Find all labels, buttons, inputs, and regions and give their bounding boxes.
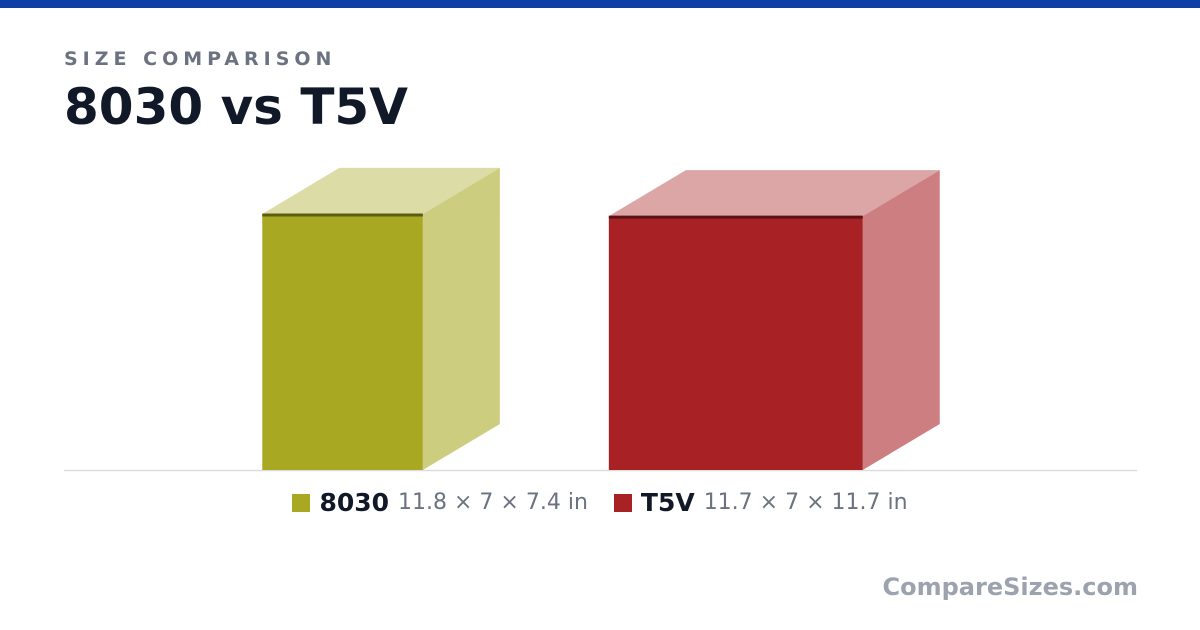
legend-name: T5V: [640, 488, 695, 517]
legend-item: 8030 11.8 × 7 × 7.4 in: [292, 488, 588, 517]
box-front: [608, 216, 863, 470]
legend-swatch: [292, 493, 311, 512]
box-top: [608, 170, 940, 217]
legend-dimensions: 11.8 × 7 × 7.4 in: [398, 490, 588, 515]
legend: 8030 11.8 × 7 × 7.4 in T5V 11.7 × 7 × 11.7 …: [0, 488, 1200, 517]
box-side: [862, 170, 940, 471]
legend-swatch: [613, 493, 632, 512]
legend-name: 8030: [319, 488, 390, 517]
legend-item: T5V 11.7 × 7 × 11.7 in: [613, 488, 908, 517]
source: CompareSizes.com: [882, 573, 1138, 601]
chart-title: 8030 vs T5V: [64, 78, 408, 136]
legend-dimensions: 11.7 × 7 × 11.7 in: [703, 490, 908, 515]
box-side: [422, 167, 500, 470]
top-bar: [0, 0, 1200, 8]
subtitle: SIZE COMPARISON: [64, 48, 337, 70]
box-front: [262, 213, 423, 470]
box-top: [262, 167, 500, 214]
